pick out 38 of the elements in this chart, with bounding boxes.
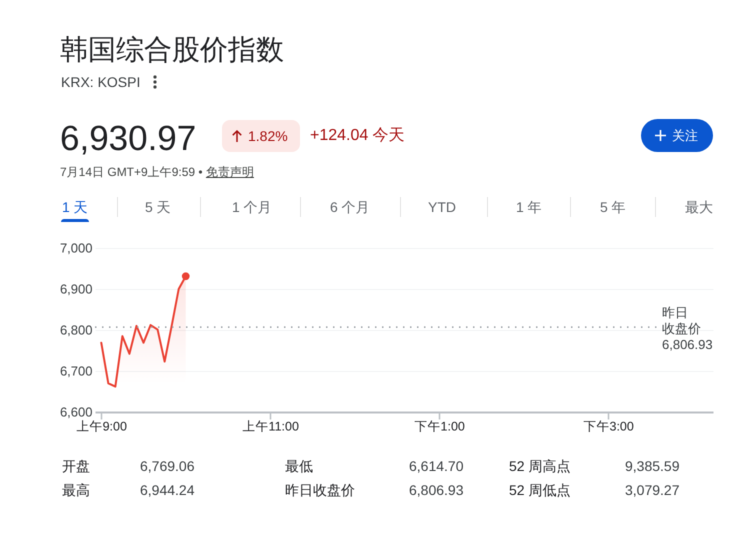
follow-button: 关注 bbox=[641, 119, 713, 152]
ref-line-label: 昨日收盘价 6,806.93 bbox=[662, 305, 713, 352]
text: 5 天 bbox=[145, 199, 171, 215]
text: 6,769.06 bbox=[140, 458, 194, 474]
text: 开盘 bbox=[62, 458, 90, 474]
y-tick-label: 7,000 bbox=[60, 240, 92, 256]
text: 6,930.97 bbox=[60, 119, 196, 158]
text: 最低 bbox=[285, 458, 313, 474]
text: YTD bbox=[428, 199, 456, 215]
text: 1 天 bbox=[62, 199, 88, 215]
text: 免责声明 bbox=[206, 165, 254, 179]
text: 52 周低点 bbox=[509, 482, 570, 498]
y-tick-label: 6,800 bbox=[60, 322, 92, 338]
text: 昨日收盘价 bbox=[285, 482, 355, 498]
y-tick-label: 6,700 bbox=[60, 364, 92, 378]
change-badge: 1.82% bbox=[222, 120, 300, 152]
text: 7月14日 GMT+9上午9:59 • bbox=[60, 165, 203, 179]
text: 9,385.59 bbox=[625, 458, 680, 474]
text: 52 周高点 bbox=[509, 458, 570, 474]
x-tick-label: 上午9:00 bbox=[76, 420, 127, 434]
text: +124.04 今天 bbox=[310, 127, 405, 144]
text: 最大 bbox=[685, 199, 713, 215]
text: 6,944.24 bbox=[140, 482, 194, 498]
text: 1 年 bbox=[516, 199, 542, 215]
text: 6,614.70 bbox=[409, 458, 464, 474]
text: 最高 bbox=[62, 482, 90, 498]
text: 3,079.27 bbox=[625, 482, 680, 498]
y-tick-label: 6,900 bbox=[60, 282, 92, 296]
x-tick-label: 下午3:00 bbox=[584, 420, 634, 434]
text: 5 年 bbox=[600, 199, 626, 215]
chart-subtitle: KRX: KOSPI bbox=[61, 74, 140, 90]
x-tick-label: 上午11:00 bbox=[242, 420, 299, 434]
text: 1 个月 bbox=[232, 199, 272, 215]
chart-title: 韩国综合股价指数 bbox=[60, 34, 284, 65]
x-tick-label: 下午1:00 bbox=[414, 420, 465, 434]
text: 6 个月 bbox=[330, 199, 370, 215]
y-tick-label: 6,600 bbox=[60, 404, 92, 420]
text: 6,806.93 bbox=[409, 482, 464, 498]
